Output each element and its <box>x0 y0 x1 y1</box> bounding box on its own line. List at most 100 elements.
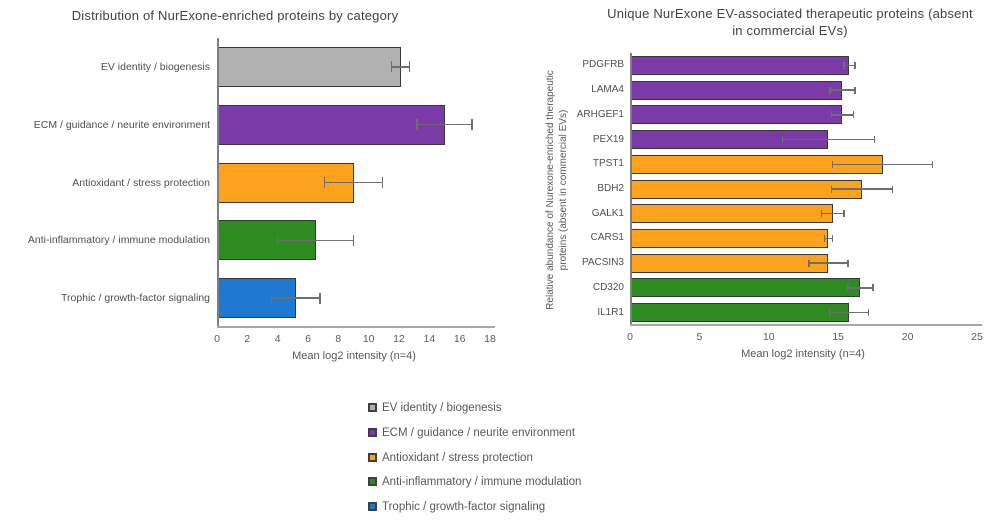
error-bar-bdh2 <box>831 188 893 190</box>
error-cap-right-cars1 <box>831 234 834 242</box>
x-tick-25: 25 <box>971 331 983 343</box>
legend-item-anti-inflammatory-immune-modulation: Anti-inflammatory / immune modulation <box>368 476 648 490</box>
error-bar-pacsin3 <box>809 262 848 264</box>
bar-bdh2 <box>630 179 862 199</box>
legend-label-ev-identity-biogenesis: EV identity / biogenesis <box>382 402 502 414</box>
x-tick-14: 14 <box>423 333 436 345</box>
error-cap-left-trophic-growth-factor-signaling <box>270 292 273 304</box>
error-cap-right-cd320 <box>872 284 874 292</box>
error-cap-left-bdh2 <box>830 185 832 193</box>
error-bar-anti-inflammatory-immune-modulation <box>277 239 354 242</box>
category-label-ev-identity-biogenesis: EV identity / biogenesis <box>100 60 210 73</box>
x-tick-20: 20 <box>901 331 914 343</box>
bar-arhgef1 <box>630 105 843 125</box>
error-cap-right-bdh2 <box>891 185 894 193</box>
error-cap-right-il1r1 <box>867 309 870 317</box>
x-tick-12: 12 <box>393 333 405 345</box>
legend-swatch-ev-identity-biogenesis <box>368 403 377 412</box>
legend-item-antioxidant-stress-protection: Antioxidant / stress protection <box>368 452 648 466</box>
error-cap-left-antioxidant-stress-protection <box>323 177 326 188</box>
error-bar-pex19 <box>782 138 875 141</box>
category-label-bdh2: BDH2 <box>597 183 624 194</box>
category-label-arhgef1: ARHGEF1 <box>576 108 624 120</box>
error-cap-right-pacsin3 <box>847 259 849 267</box>
error-bar-tpst1 <box>832 163 933 166</box>
error-cap-right-arhgef1 <box>852 111 855 119</box>
bar-ev-identity-biogenesis <box>217 46 401 87</box>
error-cap-left-pacsin3 <box>808 259 810 267</box>
x-axis-line <box>217 326 495 328</box>
legend-swatch-antioxidant-stress-protection <box>368 452 377 462</box>
error-cap-right-ecm-guidance-neurite-environment <box>471 119 473 131</box>
error-cap-left-cd320 <box>847 284 849 292</box>
right-chart-title: Unique NurExone EV-associated therapeuti… <box>585 5 995 39</box>
right-chart-title-line2: in commercial EVs) <box>732 23 848 38</box>
error-cap-right-tpst1 <box>931 160 934 168</box>
error-bar-galk1 <box>821 212 844 215</box>
x-tick-0: 0 <box>214 333 220 345</box>
x-tick-18: 18 <box>484 333 496 345</box>
error-cap-left-pdgfrb <box>843 61 845 69</box>
legend-label-ecm-guidance-neurite-environment: ECM / guidance / neurite environment <box>382 426 576 439</box>
category-label-cd320: CD320 <box>592 281 624 293</box>
x-tick-10: 10 <box>762 331 775 343</box>
bar-lama4 <box>630 80 843 100</box>
x-tick-6: 6 <box>305 333 311 345</box>
x-tick-2: 2 <box>244 333 251 345</box>
error-cap-right-pdgfrb <box>854 61 856 69</box>
error-bar-cd320 <box>847 287 873 289</box>
category-label-ecm-guidance-neurite-environment: ECM / guidance / neurite environment <box>33 118 210 131</box>
legend-swatch-trophic-growth-factor-signaling <box>368 502 377 512</box>
y-axis-line <box>217 38 219 327</box>
error-cap-left-arhgef1 <box>830 111 832 119</box>
error-cap-left-il1r1 <box>829 309 831 317</box>
error-cap-right-galk1 <box>843 210 845 218</box>
error-cap-left-anti-inflammatory-immune-modulation <box>276 234 279 246</box>
category-label-galk1: GALK1 <box>591 207 624 219</box>
category-label-cars1: CARS1 <box>590 232 624 244</box>
legend-swatch-anti-inflammatory-immune-modulation <box>368 477 377 487</box>
error-bar-antioxidant-stress-protection <box>324 181 383 184</box>
error-bar-ev-identity-biogenesis <box>391 66 410 68</box>
x-tick-5: 5 <box>696 331 703 343</box>
left-chart-title: Distribution of NurExone-enriched protei… <box>71 8 399 23</box>
error-cap-left-pex19 <box>781 136 784 144</box>
error-bar-pdgfrb <box>843 64 855 67</box>
x-tick-15: 15 <box>832 331 845 343</box>
legend-item-ecm-guidance-neurite-environment: ECM / guidance / neurite environment <box>368 427 648 441</box>
error-cap-left-lama4 <box>829 86 831 94</box>
x-tick-10: 10 <box>362 333 375 345</box>
category-label-il1r1: IL1R1 <box>597 306 624 318</box>
legend-item-ev-identity-biogenesis: EV identity / biogenesis <box>368 402 648 416</box>
error-cap-left-ecm-guidance-neurite-environment <box>416 119 418 131</box>
bar-pdgfrb <box>630 55 850 75</box>
error-cap-right-pex19 <box>873 136 876 144</box>
error-bar-arhgef1 <box>831 114 854 116</box>
bar-cars1 <box>630 228 829 248</box>
category-label-antioxidant-stress-protection: Antioxidant / stress protection <box>72 176 210 189</box>
error-cap-left-tpst1 <box>831 160 834 168</box>
legend-label-anti-inflammatory-immune-modulation: Anti-inflammatory / immune modulation <box>382 476 582 489</box>
bar-il1r1 <box>630 303 850 323</box>
error-bar-trophic-growth-factor-signaling <box>271 297 321 299</box>
legend-label-antioxidant-stress-protection: Antioxidant / stress protection <box>382 451 533 464</box>
left-x-axis-label: Mean log2 intensity (n=4) <box>292 350 416 362</box>
x-axis-line <box>630 324 982 326</box>
error-bar-ecm-guidance-neurite-environment <box>417 123 472 126</box>
error-cap-right-antioxidant-stress-protection <box>381 177 384 188</box>
error-cap-left-galk1 <box>820 210 823 218</box>
error-bar-il1r1 <box>829 311 869 314</box>
y-axis-line <box>630 53 632 325</box>
error-cap-right-trophic-growth-factor-signaling <box>319 292 321 304</box>
category-label-pacsin3: PACSIN3 <box>581 257 624 269</box>
error-cap-right-lama4 <box>854 86 856 94</box>
error-bar-cars1 <box>824 237 833 240</box>
legend-item-trophic-growth-factor-signaling: Trophic / growth-factor signaling <box>368 501 648 515</box>
error-cap-right-anti-inflammatory-immune-modulation <box>352 234 355 246</box>
bar-cd320 <box>630 278 861 298</box>
category-label-pex19: PEX19 <box>592 133 624 145</box>
legend-swatch-ecm-guidance-neurite-environment <box>368 427 377 437</box>
right-x-axis-label: Mean log2 intensity (n=4) <box>741 348 865 360</box>
legend-label-trophic-growth-factor-signaling: Trophic / growth-factor signaling <box>382 501 546 514</box>
